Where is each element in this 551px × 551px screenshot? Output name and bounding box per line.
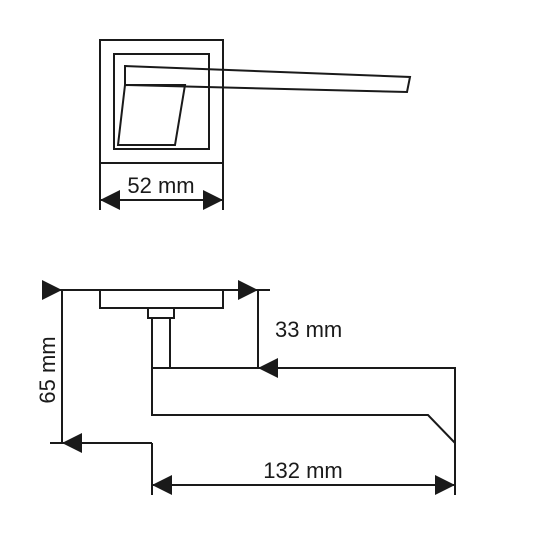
side-view [100, 290, 455, 443]
dim-neck-drop: 33 mm [170, 290, 342, 368]
dimension-drawing: 52 mm 65 mm 33 mm 132 mm [0, 0, 551, 551]
dim-handle-drop-label: 65 mm [35, 336, 60, 403]
dim-neck-drop-label: 33 mm [275, 317, 342, 342]
dim-rosette-width-label: 52 mm [127, 173, 194, 198]
dim-handle-length: 132 mm [152, 443, 455, 495]
dim-handle-length-label: 132 mm [263, 458, 342, 483]
dim-handle-drop: 65 mm [35, 290, 152, 443]
dim-rosette-width: 52 mm [100, 163, 223, 210]
front-view [100, 40, 410, 163]
